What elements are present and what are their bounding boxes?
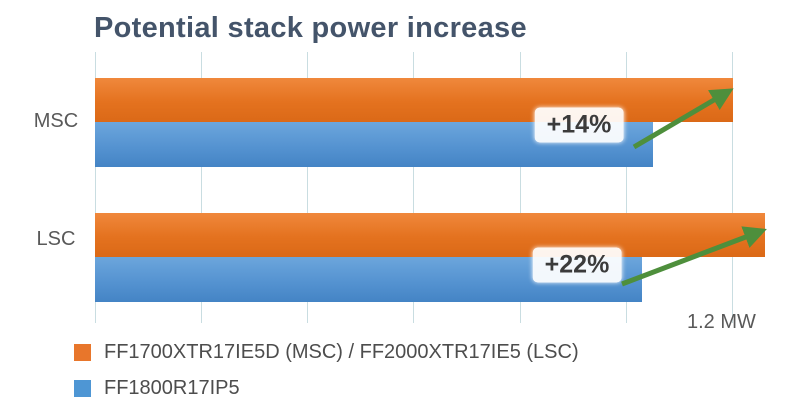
legend-label-orange: FF1700XTR17IE5D (MSC) / FF2000XTR17IE5 (… <box>104 341 579 363</box>
gridline <box>732 52 734 323</box>
legend-item-blue: FF1800R17IP5 <box>74 377 579 400</box>
increase-badge-lsc: +22% <box>532 247 622 283</box>
category-label-lsc: LSC <box>36 228 76 250</box>
gridline <box>94 52 96 323</box>
legend-item-orange: FF1700XTR17IE5D (MSC) / FF2000XTR17IE5 (… <box>74 341 579 364</box>
axis-max-label: 1.2 MW <box>687 311 756 333</box>
bar-orange-lsc <box>95 213 765 257</box>
gridline <box>413 52 415 323</box>
gridline <box>519 52 521 323</box>
gridline <box>307 52 309 323</box>
gridline <box>200 52 202 323</box>
legend-swatch-orange-icon <box>74 344 91 361</box>
bar-orange-msc <box>95 78 733 122</box>
legend-label-blue: FF1800R17IP5 <box>104 377 240 399</box>
gridline <box>626 52 627 323</box>
legend-swatch-blue-icon <box>74 380 91 397</box>
chart-title: Potential stack power increase <box>94 12 527 44</box>
increase-badge-msc: +14% <box>534 107 624 143</box>
legend: FF1700XTR17IE5D (MSC) / FF2000XTR17IE5 (… <box>74 341 579 400</box>
category-label-msc: MSC <box>33 110 79 132</box>
